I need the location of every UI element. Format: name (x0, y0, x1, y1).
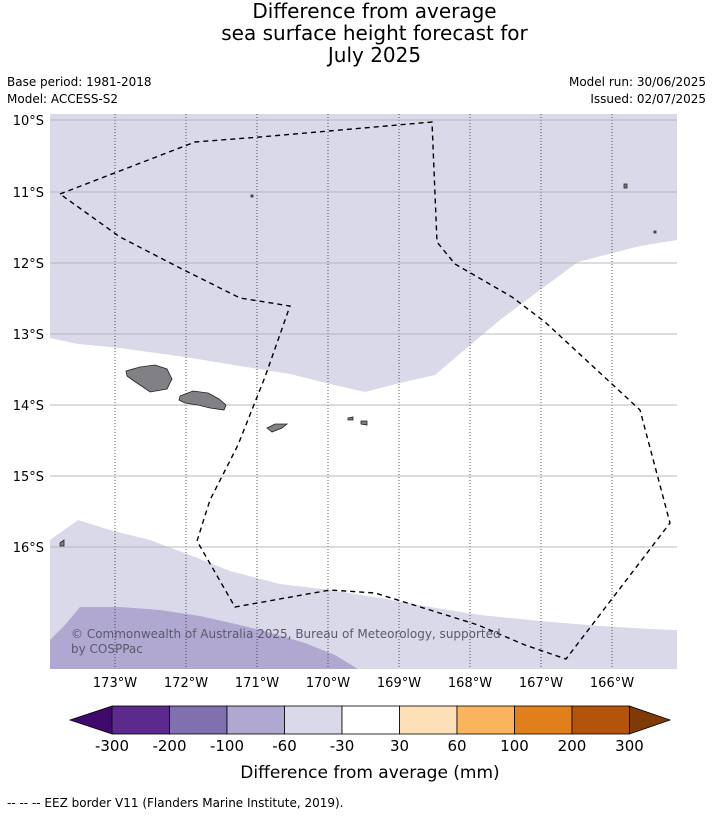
meta-right: Model run: 30/06/2025 Issued: 02/07/2025 (569, 74, 706, 108)
model-name: Model: ACCESS-S2 (7, 92, 119, 106)
colorbar-tick-label: 300 (615, 737, 644, 755)
lon-label: 167°W (519, 676, 563, 691)
colorbar-ticks: -300 -200 -100 -60 -30 30 60 100 200 300 (95, 737, 644, 755)
island-tutuila (266, 423, 289, 433)
lat-label: 12°S (13, 257, 44, 272)
colorbar-bin (284, 705, 343, 735)
map-area: © Commonwealth of Australia 2025, Bureau… (50, 114, 677, 669)
colorbar (68, 705, 672, 735)
model-run: Model run: 30/06/2025 (568, 75, 706, 89)
colorbar-bin (571, 705, 630, 735)
colorbar-bin (514, 705, 573, 735)
base-period: Base period: 1981-2018 (7, 75, 152, 89)
colorbar-tick-label: -100 (210, 737, 244, 755)
island-tau (360, 420, 368, 426)
lon-label: 170°W (306, 676, 350, 691)
lat-label: 14°S (13, 399, 44, 414)
latitude-gridlines (50, 119, 677, 548)
meta-left: Base period: 1981-2018 Model: ACCESS-S2 (7, 74, 152, 108)
longitude-labels: 173°W 172°W 171°W 170°W 169°W 168°W 167°… (93, 676, 634, 691)
lat-label: 15°S (13, 470, 44, 485)
island-upolu (178, 390, 227, 411)
colorbar-extend-low (68, 705, 113, 735)
island-ofu (347, 416, 354, 421)
colorbar-bin (341, 705, 400, 735)
lat-label: 11°S (13, 186, 44, 201)
lat-label: 13°S (13, 328, 44, 343)
title-line-1: Difference from average (252, 0, 497, 23)
eez-border-samoa (58, 121, 671, 660)
anomaly-region-north (50, 114, 677, 392)
colorbar-tick-label: -200 (152, 737, 186, 755)
colorbar-bin (169, 705, 228, 735)
colorbar-tick-label: -60 (272, 737, 297, 755)
lat-label: 16°S (13, 541, 44, 556)
colorbar-tick-label: 60 (447, 737, 466, 755)
anomaly-region-south-strong (50, 607, 358, 669)
island-small-east (653, 230, 657, 234)
colorbar-tick-label: 30 (390, 737, 409, 755)
island-small-southwest (59, 539, 65, 547)
lat-label: 10°S (13, 114, 44, 129)
colorbar-tick-label: 100 (500, 737, 529, 755)
lon-label: 172°W (164, 676, 208, 691)
map-title: Difference from average sea surface heig… (0, 0, 713, 66)
lon-label: 169°W (377, 676, 421, 691)
eez-footnote: -- -- -- EEZ border V11 (Flanders Marine… (7, 796, 344, 810)
land-islands (59, 183, 657, 547)
lon-label: 171°W (235, 676, 279, 691)
colorbar-tick-label: -300 (95, 737, 129, 755)
colorbar-extend-high (629, 705, 672, 735)
lon-label: 173°W (93, 676, 137, 691)
lon-label: 166°W (590, 676, 634, 691)
longitude-gridlines (114, 114, 613, 669)
colorbar-bin (111, 705, 170, 735)
colorbar-bin (226, 705, 285, 735)
title-line-3: July 2025 (327, 43, 422, 67)
lon-label: 168°W (448, 676, 492, 691)
eez-borders (58, 121, 671, 660)
colorbar-tick-label: -30 (330, 737, 355, 755)
copyright-line-2: by COSPPac (71, 642, 143, 656)
copyright-line-1: © Commonwealth of Australia 2025, Bureau… (71, 627, 501, 641)
colorbar-tick-label: 200 (558, 737, 587, 755)
island-tokelau (623, 183, 628, 189)
issued-date: Issued: 02/07/2025 (590, 92, 706, 106)
title-line-2: sea surface height forecast for (221, 21, 528, 45)
island-savaii (125, 364, 173, 393)
island-swains (250, 194, 254, 198)
colorbar-bin (399, 705, 458, 735)
colorbar-label: Difference from average (mm) (240, 763, 499, 783)
colorbar-bin (456, 705, 515, 735)
latitude-labels: 10°S 11°S 12°S 13°S 14°S 15°S 16°S (13, 114, 44, 556)
